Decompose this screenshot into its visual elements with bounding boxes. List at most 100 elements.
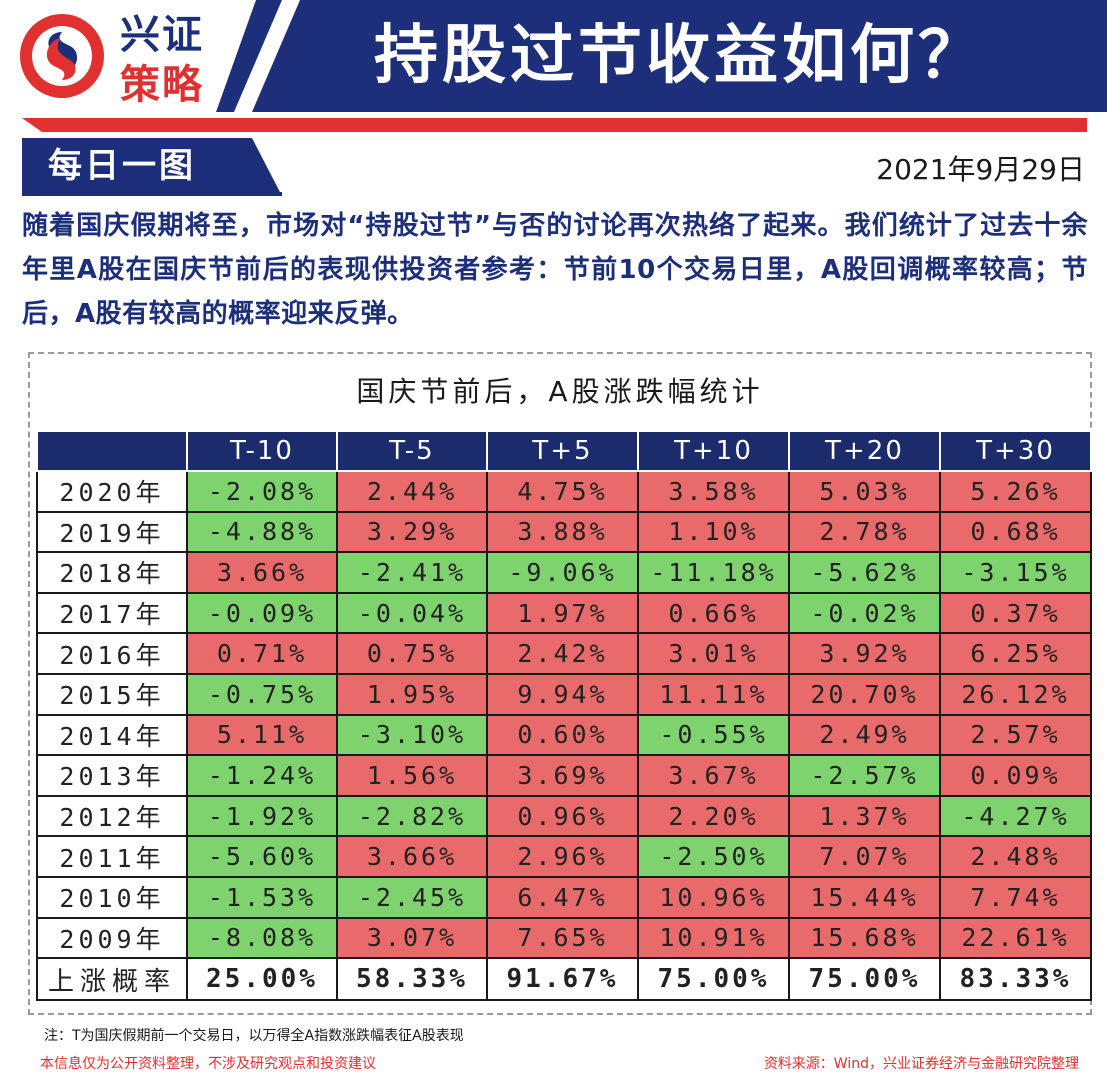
table-cell: -3.10% [336,713,488,757]
table-cell: 1.56% [336,754,488,797]
table-cell: -1.92% [186,794,338,838]
table-cell: 2.20% [637,794,790,838]
table-row: 2009年 -8.08% 3.07% 7.65% 10.91% 15.68% 22.61% [36,916,1092,960]
row-year: 2018年 [36,551,188,594]
row-year: 2011年 [36,835,188,878]
table-cell: 1.97% [486,591,639,635]
table-cell: 3.58% [637,470,790,513]
row-year: 2012年 [36,794,188,838]
table-row: 2015年 -0.75% 1.95% 9.94% 11.11% 20.70% 26.12% [36,672,1092,716]
table-cell: 2.57% [939,713,1092,757]
table-row: 2017年 -0.09% -0.04% 1.97% 0.66% -0.02% 0.37% [36,591,1092,635]
table-cell: 2.49% [788,713,941,757]
row-year: 2019年 [36,510,188,554]
table-cell: -2.41% [336,551,488,594]
table-cell: 0.66% [637,591,790,635]
table-cell: -11.18% [637,551,790,594]
table-row: 2020年 -2.08% 2.44% 4.75% 3.58% 5.03% 5.26% [36,470,1092,513]
title-banner [216,0,1107,112]
table-cell: 10.96% [637,875,790,919]
table-cell: 1.95% [336,672,488,716]
column-header: T+10 [637,430,790,472]
table-cell: 5.03% [788,470,941,513]
table-cell: 10.91% [637,916,790,960]
table-cell: -0.55% [637,713,790,757]
table-cell: 2.78% [788,510,941,554]
data-source: 资料来源：Wind，兴业证券经济与金融研究院整理 [763,1056,1079,1072]
table-cell: -1.24% [186,754,338,797]
table-cell: 2.48% [939,835,1092,878]
table-cell: 15.44% [788,875,941,919]
row-year: 2009年 [36,916,188,960]
table-cell: 20.70% [788,672,941,716]
footnote: 注：T为国庆假期前一个交易日，以万得全A指数涨跌幅表征A股表现 [44,1028,464,1044]
table-cell: 3.92% [788,632,941,675]
table-frame [28,352,1092,1015]
table-header-corner [36,430,188,472]
table-cell: 0.37% [939,591,1092,635]
probability-label: 上涨概率 [36,957,188,1002]
table-row: 2011年 -5.60% 3.66% 2.96% -2.50% 7.07% 2.48% [36,835,1092,878]
returns-table: T-10 T-5 T+5 T+10 T+20 T+30 2020年 -2.08% 2… [36,430,1092,1002]
table-cell: 3.67% [637,754,790,797]
column-header: T+20 [788,430,941,472]
row-year: 2014年 [36,713,188,757]
table-cell: 3.66% [186,551,338,594]
table-cell: 7.07% [788,835,941,878]
table-cell: 2.96% [486,835,639,878]
table-cell: 2.44% [336,470,488,513]
intro-paragraph: 随着国庆假期将至，市场对“持股过节”与否的讨论再次热络了起来。我们统计了过去十余… [22,211,1088,329]
probability-cell: 91.67% [486,957,639,1002]
table-row: 2014年 5.11% -3.10% 0.60% -0.55% 2.49% 2.57% [36,713,1092,757]
row-year: 2017年 [36,591,188,635]
table-cell: 6.47% [486,875,639,919]
table-cell: -2.50% [637,835,790,878]
table-cell: 0.60% [486,713,639,757]
table-cell: -0.75% [186,672,338,716]
table-cell: 15.68% [788,916,941,960]
table-header-row: T-10 T-5 T+5 T+10 T+20 T+30 [36,430,1092,472]
table-cell: 1.10% [637,510,790,554]
table-row: 2013年 -1.24% 1.56% 3.69% 3.67% -2.57% 0.09% [36,754,1092,797]
table-cell: -2.45% [336,875,488,919]
row-year: 2015年 [36,672,188,716]
row-year: 2020年 [36,470,188,513]
table-row: 2018年 3.66% -2.41% -9.06% -11.18% -5.62% -3.15… [36,551,1092,594]
probability-row: 上涨概率 25.00% 58.33% 91.67% 75.00% 75.00% 83.33% [36,957,1092,1002]
table-row: 2019年 -4.88% 3.29% 3.88% 1.10% 2.78% 0.68% [36,510,1092,554]
table-cell: -4.27% [939,794,1092,838]
table-cell: 26.12% [939,672,1092,716]
publish-date: 2021年9月29日 [876,153,1085,186]
table-cell: 3.29% [336,510,488,554]
brand-name-bottom: 策略 [120,62,204,108]
row-year: 2013年 [36,754,188,797]
table-cell: -0.09% [186,591,338,635]
table-cell: 9.94% [486,672,639,716]
table-cell: -8.08% [186,916,338,960]
table-cell: 0.09% [939,754,1092,797]
table-cell: -0.04% [336,591,488,635]
table-cell: 5.11% [186,713,338,757]
brand-logo-icon [20,14,104,98]
row-year: 2010年 [36,875,188,919]
daily-tag-shape [22,138,282,196]
table-cell: 7.74% [939,875,1092,919]
probability-cell: 75.00% [788,957,941,1002]
table-cell: 3.01% [637,632,790,675]
disclaimer: 本信息仅为公开资料整理，不涉及研究观点和投资建议 [40,1056,376,1072]
table-cell: 0.71% [186,632,338,675]
column-header: T-5 [336,430,488,472]
table-row: 2010年 -1.53% -2.45% 6.47% 10.96% 15.44% 7.74% [36,875,1092,919]
probability-cell: 83.33% [939,957,1092,1002]
brand-name-top: 兴证 [120,12,204,58]
table-cell: -5.62% [788,551,941,594]
table-cell: 11.11% [637,672,790,716]
table-cell: 7.65% [486,916,639,960]
page-title: 持股过节收益如何？ [374,19,986,93]
daily-tag-label: 每日一图 [48,146,196,186]
table-cell: -2.82% [336,794,488,838]
table-cell: -5.60% [186,835,338,878]
header: 兴证 策略 持股过节收益如何？ [0,0,1107,132]
table-cell: 22.61% [939,916,1092,960]
probability-cell: 25.00% [186,957,338,1002]
